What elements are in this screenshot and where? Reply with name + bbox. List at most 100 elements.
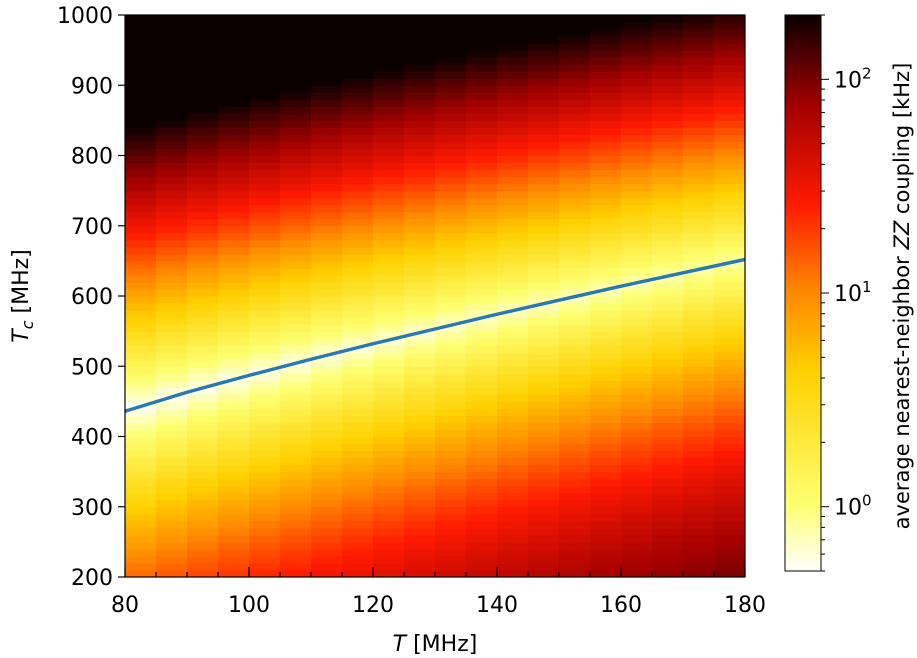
heatmap-cell [621,169,653,178]
heatmap-cell [466,366,498,374]
heatmap-cell [435,246,467,255]
heatmap-cell [683,218,715,227]
heatmap-cell [156,218,188,227]
heatmap-cell [466,85,498,93]
heatmap-cell [311,169,343,178]
heatmap-cell [280,303,312,311]
heatmap-cell [249,450,281,459]
heatmap-cell [280,436,312,445]
heatmap-cell [125,183,157,192]
heatmap-cell [373,148,405,157]
heatmap-cell [683,464,715,473]
heatmap-cell [311,422,343,431]
heatmap-cell [435,492,467,501]
heatmap-cell [683,120,715,128]
heatmap-cell [249,317,281,325]
heatmap-cell [156,141,188,150]
heatmap-cell [683,162,715,171]
heatmap-cell [218,317,250,325]
heatmap-cell [156,274,188,283]
heatmap-cell [156,211,188,220]
heatmap-cell [435,169,467,178]
heatmap-cell [311,401,343,409]
heatmap-cell [590,401,622,409]
heatmap-cell [528,99,560,107]
heatmap-cell [714,92,745,100]
heatmap-cell [590,127,622,136]
heatmap-cell [714,29,745,37]
heatmap-cell [280,443,312,452]
heatmap-cell [497,92,529,100]
heatmap-cell [528,338,560,346]
heatmap-cell [528,148,560,157]
heatmap-cell [373,106,405,114]
heatmap-cell [435,239,467,248]
heatmap-cell [249,134,281,143]
heatmap-cell [249,548,281,557]
heatmap-cell [125,120,157,128]
heatmap-cell [404,352,436,360]
heatmap-cell [590,204,622,213]
heatmap-cell [156,260,188,269]
heatmap-cell [621,92,653,100]
heatmap-cell [590,190,622,199]
heatmap-cell [559,394,591,402]
heatmap-cell [249,324,281,332]
heatmap-cell [435,211,467,220]
heatmap-cell [311,141,343,150]
heatmap-cell [342,239,374,248]
heatmap-cell [528,450,560,459]
heatmap-cell [156,99,188,107]
heatmap-cell [404,380,436,388]
heatmap-cell [373,190,405,199]
heatmap-cell [156,267,188,276]
heatmap-cell [404,401,436,409]
heatmap-cell [683,485,715,494]
heatmap-cell [280,352,312,360]
heatmap-cell [497,113,529,121]
x-tick-label: 80 [111,593,139,618]
heatmap-cell [280,246,312,255]
heatmap-cell [280,190,312,199]
heatmap-cell [528,436,560,445]
heatmap-cell [466,36,498,44]
heatmap-cell [280,534,312,543]
heatmap-cell [652,303,684,311]
heatmap-cell [218,541,250,550]
heatmap-cell [156,85,188,93]
heatmap-cell [559,373,591,381]
heatmap-cell [404,162,436,171]
heatmap-cell [621,303,653,311]
heatmap-cell [311,176,343,185]
heatmap-cell [621,232,653,241]
heatmap-cell [559,190,591,199]
heatmap-cell [652,155,684,164]
heatmap-cell [404,422,436,431]
heatmap-cell [249,190,281,199]
heatmap-cell [683,373,715,381]
heatmap-cell [466,246,498,255]
heatmap-cell [218,162,250,171]
heatmap-cell [218,253,250,262]
heatmap-cell [156,492,188,501]
heatmap-cell [249,457,281,466]
heatmap-cell [125,232,157,241]
heatmap-cell [497,176,529,185]
heatmap-cell [156,113,188,121]
heatmap-cell [652,422,684,431]
heatmap-cell [125,296,157,304]
heatmap-cell [590,106,622,114]
heatmap-cell [466,422,498,431]
heatmap-cell [466,380,498,388]
heatmap-cell [249,359,281,367]
heatmap-cell [156,22,188,30]
heatmap-cell [714,401,745,409]
heatmap-cell [156,415,188,424]
heatmap-cell [249,555,281,564]
heatmap-cell [187,36,219,44]
heatmap-cell [311,520,343,529]
heatmap-cell [497,569,529,577]
heatmap-cell [528,85,560,93]
heatmap-cell [497,471,529,480]
heatmap-cell [559,534,591,543]
